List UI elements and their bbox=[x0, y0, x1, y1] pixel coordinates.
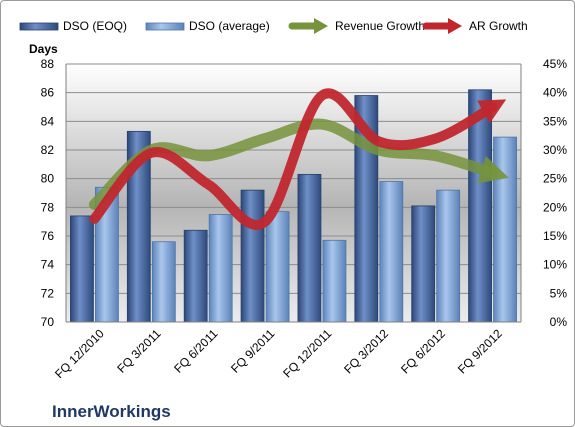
bar-dso-average bbox=[208, 214, 233, 323]
bar-dso-eoq bbox=[70, 215, 94, 323]
x-tick-label: FQ 9/2012 bbox=[455, 326, 505, 376]
bar-dso-average bbox=[265, 211, 290, 323]
legend-swatch bbox=[19, 22, 59, 31]
x-tick-label: FQ 6/2012 bbox=[398, 326, 448, 376]
bar-dso-average bbox=[379, 181, 404, 323]
right-tick-label: 30% bbox=[543, 143, 567, 157]
right-tick-label: 25% bbox=[543, 172, 567, 186]
right-tick-label: 45% bbox=[543, 57, 567, 71]
ar-growth-line bbox=[89, 88, 507, 230]
x-tick-label: FQ 9/2011 bbox=[228, 326, 278, 376]
legend-swatch-arrow bbox=[314, 18, 328, 34]
bar-dso-eoq bbox=[183, 229, 208, 323]
company-title: InnerWorkings bbox=[52, 402, 171, 421]
axes bbox=[65, 64, 522, 323]
right-tick-label: 0% bbox=[550, 315, 568, 329]
left-axis-title: Days bbox=[29, 42, 58, 56]
left-tick-label: 78 bbox=[41, 200, 55, 214]
x-tick-label: FQ 3/2012 bbox=[341, 326, 391, 376]
bar-dso-average bbox=[322, 239, 347, 323]
left-tick-label: 86 bbox=[41, 86, 55, 100]
bar-dso-average bbox=[493, 136, 517, 323]
x-tick-label: FQ 3/2011 bbox=[114, 326, 164, 376]
x-tick-label: FQ 12/2011 bbox=[280, 326, 334, 380]
bar-dso-eoq bbox=[411, 205, 436, 323]
left-tick-label: 88 bbox=[41, 57, 55, 71]
left-tick-label: 84 bbox=[41, 114, 55, 128]
right-axis-ticks: 0% 5% 10% 15% 20% 25% 30% 35% 40% 45% bbox=[543, 57, 567, 329]
left-tick-label: 76 bbox=[41, 229, 55, 243]
x-tick-label: FQ 12/2010 bbox=[52, 326, 107, 381]
x-axis-ticks: FQ 12/2010 FQ 3/2011 FQ 6/2011 FQ 9/2011 FQ … bbox=[52, 326, 505, 381]
left-tick-label: 82 bbox=[41, 143, 55, 157]
legend: DSO (EOQ) DSO (average) Revenue Growth AR G… bbox=[19, 18, 528, 34]
right-tick-label: 15% bbox=[543, 229, 567, 243]
bar-dso-eoq bbox=[297, 173, 322, 323]
legend-label: AR Growth bbox=[469, 19, 528, 33]
left-axis-ticks: 70 72 74 76 78 80 82 84 86 88 bbox=[41, 57, 55, 329]
x-tick-label: FQ 6/2011 bbox=[171, 326, 221, 376]
bar-dso-eoq bbox=[240, 189, 265, 323]
legend-label: DSO (average) bbox=[189, 19, 270, 33]
legend-label: Revenue Growth bbox=[335, 19, 425, 33]
left-tick-label: 70 bbox=[41, 315, 55, 329]
left-tick-label: 80 bbox=[41, 172, 55, 186]
bar-dso-average bbox=[151, 241, 176, 323]
right-tick-label: 5% bbox=[550, 286, 568, 300]
legend-swatch bbox=[145, 22, 185, 31]
lines bbox=[88, 88, 509, 230]
right-tick-label: 20% bbox=[543, 200, 567, 214]
left-tick-label: 72 bbox=[41, 286, 55, 300]
legend-label: DSO (EOQ) bbox=[63, 19, 127, 33]
right-tick-label: 35% bbox=[543, 114, 567, 128]
legend-swatch-arrow bbox=[448, 18, 462, 34]
bar-dso-average bbox=[436, 189, 461, 323]
right-tick-label: 10% bbox=[543, 258, 567, 272]
right-tick-label: 40% bbox=[543, 86, 567, 100]
left-tick-label: 74 bbox=[41, 258, 55, 272]
